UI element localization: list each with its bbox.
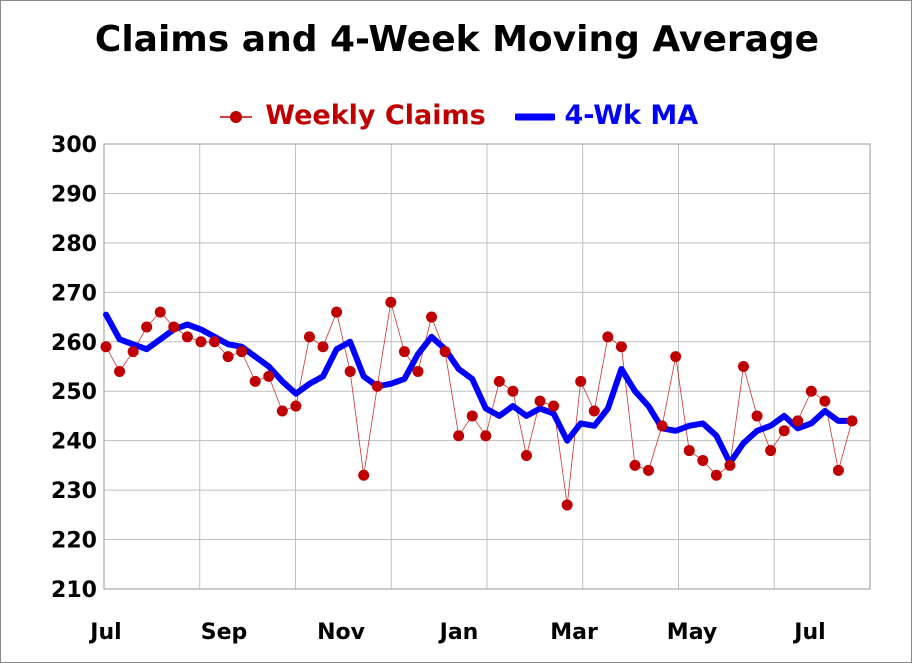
data-point-weekly-claims [493, 375, 505, 387]
data-point-weekly-claims [697, 454, 709, 466]
data-point-weekly-claims [534, 395, 546, 407]
data-point-weekly-claims [303, 331, 315, 343]
data-point-weekly-claims [358, 469, 370, 481]
data-point-weekly-claims [588, 405, 600, 417]
data-point-weekly-claims [263, 370, 275, 382]
data-point-weekly-claims [385, 296, 397, 308]
data-point-weekly-claims [507, 385, 519, 397]
data-point-weekly-claims [453, 430, 465, 442]
data-point-weekly-claims [710, 469, 722, 481]
data-point-weekly-claims [602, 331, 614, 343]
data-point-weekly-claims [426, 311, 438, 323]
x-tick-label: Jul [792, 620, 825, 645]
y-tick-label: 210 [51, 578, 97, 603]
data-point-weekly-claims [480, 430, 492, 442]
y-tick-label: 290 [51, 182, 97, 207]
y-tick-label: 280 [51, 232, 97, 257]
data-point-weekly-claims [127, 346, 139, 358]
legend-label-weekly-claims: Weekly Claims [265, 100, 486, 131]
chart-title: Claims and 4-Week Moving Average [94, 19, 820, 60]
data-point-weekly-claims [792, 415, 804, 427]
data-point-weekly-claims [575, 375, 587, 387]
data-point-weekly-claims [439, 346, 451, 358]
data-point-weekly-claims [222, 351, 234, 363]
y-tick-label: 300 [51, 133, 97, 158]
data-point-weekly-claims [276, 405, 288, 417]
data-point-weekly-claims [168, 321, 180, 333]
data-point-weekly-claims [683, 445, 695, 457]
legend-label-4wk-ma: 4-Wk MA [564, 100, 699, 131]
data-point-weekly-claims [331, 306, 343, 318]
legend-item-weekly-claims: Weekly Claims [216, 100, 486, 131]
data-point-weekly-claims [520, 450, 532, 461]
legend-item-4wk-ma: 4-Wk MA [513, 100, 699, 131]
x-tick-label: Mar [550, 620, 598, 645]
data-point-weekly-claims [114, 365, 126, 377]
legend: Weekly Claims 4-Wk MA [1, 99, 912, 131]
data-point-weekly-claims [290, 400, 302, 412]
data-point-weekly-claims [100, 341, 112, 353]
data-point-weekly-claims [398, 346, 410, 358]
plot-border [103, 143, 871, 590]
data-point-weekly-claims [344, 365, 356, 377]
data-point-weekly-claims [832, 464, 844, 476]
data-point-weekly-claims [778, 425, 790, 437]
data-point-weekly-claims [317, 341, 329, 353]
x-tick-label: Sep [201, 620, 248, 645]
data-point-weekly-claims [141, 321, 153, 333]
data-point-weekly-claims [737, 361, 749, 372]
series-line-weekly-claims [105, 302, 853, 505]
data-point-weekly-claims [195, 336, 207, 348]
legend-marker-weekly-claims [219, 110, 252, 123]
data-point-weekly-claims [805, 385, 817, 397]
y-tick-label: 270 [51, 281, 97, 306]
x-tick-label: Nov [317, 620, 366, 645]
y-tick-label: 260 [51, 331, 97, 356]
data-point-weekly-claims [751, 410, 763, 422]
data-point-weekly-claims [629, 459, 641, 471]
y-tick-label: 240 [51, 430, 97, 455]
data-point-weekly-claims [819, 395, 831, 407]
data-point-weekly-claims [643, 464, 655, 476]
data-point-weekly-claims [371, 380, 383, 392]
data-point-weekly-claims [846, 415, 858, 427]
y-tick-label: 220 [51, 529, 97, 554]
y-tick-label: 250 [51, 380, 97, 405]
series-line-4wk-ma [103, 311, 855, 466]
data-point-weekly-claims [249, 375, 261, 387]
data-point-weekly-claims [561, 499, 573, 511]
data-point-weekly-claims [181, 331, 193, 343]
y-tick-label: 230 [51, 479, 97, 504]
data-point-weekly-claims [236, 346, 248, 358]
data-point-weekly-claims [656, 420, 668, 432]
data-point-weekly-claims [615, 341, 627, 353]
x-tick-label: Jul [88, 620, 121, 645]
data-point-weekly-claims [765, 445, 777, 457]
data-point-weekly-claims [209, 336, 221, 348]
x-tick-label: May [667, 620, 717, 645]
data-point-weekly-claims [670, 351, 682, 363]
data-point-weekly-claims [154, 306, 166, 318]
x-tick-label: Jan [438, 620, 479, 645]
data-point-weekly-claims [724, 459, 736, 471]
data-point-weekly-claims [412, 365, 424, 377]
data-point-weekly-claims [466, 410, 478, 422]
legend-line-4wk-ma [513, 113, 557, 120]
data-point-weekly-claims [548, 400, 560, 412]
